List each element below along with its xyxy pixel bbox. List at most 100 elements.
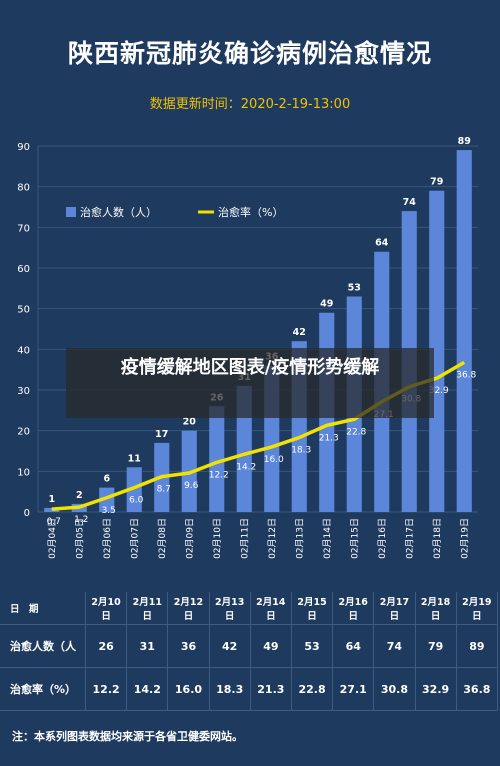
table-cell: 2月15日 [291, 592, 334, 625]
rate-value-label: 1.2 [74, 515, 88, 525]
y-tick-label: 70 [17, 223, 30, 234]
data-table: 日 期 2月10日 2月11日 2月12日 2月13日 2月14日 2月15日 … [0, 592, 500, 711]
bar-value-label: 20 [183, 417, 197, 428]
y-tick-label: 20 [17, 427, 30, 438]
table-cell: 2月18日 [415, 592, 457, 625]
rate-value-label: 9.6 [184, 481, 199, 491]
rate-value-label: 0.7 [47, 517, 61, 527]
rate-value-label: 16.0 [264, 455, 284, 465]
table-cell: 89 [456, 624, 499, 668]
x-tick-label: 02月14日 [322, 518, 333, 559]
x-tick-label: 02月04日 [47, 518, 58, 559]
y-tick-label: 10 [17, 467, 30, 478]
table-cell: 2月10日 [85, 592, 128, 625]
table-header-date: 日 期 [0, 592, 86, 625]
rate-value-label: 22.8 [346, 427, 366, 437]
bar-value-label: 79 [430, 177, 443, 188]
x-tick-label: 02月06日 [102, 518, 113, 559]
update-time: 数据更新时间：2020-2-19-13:00 [0, 93, 500, 112]
bar [44, 507, 60, 512]
bar-value-label: 2 [76, 490, 83, 501]
rate-value-label: 21.3 [319, 433, 339, 443]
x-tick-label: 02月18日 [432, 518, 443, 559]
legend-bar-swatch [66, 207, 76, 217]
bar [429, 190, 445, 512]
y-tick-label: 50 [17, 305, 30, 316]
bar-value-label: 74 [403, 197, 417, 208]
bar-value-label: 53 [348, 282, 361, 293]
x-tick-label: 02月17日 [404, 518, 415, 559]
y-tick-label: 0 [24, 508, 30, 519]
x-tick-label: 02月16日 [377, 518, 388, 559]
bar [99, 487, 115, 512]
table-row-label: 治愈人数（人 [0, 624, 86, 668]
rate-value-label: 3.5 [102, 506, 116, 516]
x-tick-label: 02月09日 [184, 518, 195, 559]
rate-value-label: 12.2 [209, 470, 229, 480]
bar-value-label: 17 [155, 429, 168, 440]
x-tick-label: 02月13日 [294, 518, 305, 559]
table-cell: 79 [415, 624, 457, 668]
x-tick-label: 02月05日 [74, 518, 85, 559]
table-cell: 36 [167, 624, 210, 668]
rate-value-label: 32.9 [429, 386, 449, 396]
x-tick-label: 02月19日 [459, 518, 470, 559]
table-cell: 18.3 [209, 667, 251, 711]
rate-value-label: 18.3 [291, 446, 311, 456]
bar-value-label: 11 [128, 453, 141, 464]
source-note: 注：本系列图表数据均来源于各省卫健委网站。 [12, 730, 243, 743]
table-cell: 74 [373, 624, 416, 668]
rate-value-label: 8.7 [157, 485, 171, 495]
table-cell: 27.1 [332, 667, 375, 711]
table-cell: 12.2 [85, 667, 128, 711]
y-tick-label: 90 [17, 142, 30, 153]
overlay-caption: 疫情缓解地区图表/疫情形势缓解 [66, 348, 434, 418]
y-tick-label: 40 [17, 345, 30, 356]
table-row-label: 治愈率（%） [0, 667, 86, 711]
table-cell: 64 [332, 624, 375, 668]
table-cell: 21.3 [250, 667, 292, 711]
table-cell: 2月12日 [167, 592, 210, 625]
bar-value-label: 1 [48, 494, 55, 505]
bar-value-label: 6 [103, 474, 110, 485]
bar [456, 150, 472, 513]
bar-value-label: 89 [458, 136, 471, 147]
table-cell: 2月11日 [126, 592, 169, 625]
table-cell: 16.0 [167, 667, 210, 711]
x-tick-label: 02月07日 [129, 518, 140, 559]
x-tick-label: 02月15日 [349, 518, 360, 559]
table-row-cured: 治愈人数（人 26 31 36 42 49 53 64 74 79 89 [0, 624, 499, 668]
bar [126, 467, 142, 512]
table-cell: 2月17日 [373, 592, 416, 625]
y-tick-label: 30 [17, 386, 30, 397]
bar [209, 406, 225, 512]
x-tick-label: 02月12日 [267, 518, 278, 559]
y-tick-label: 80 [17, 183, 30, 194]
legend-line-label: 治愈率（%） [218, 205, 283, 219]
x-tick-label: 02月08日 [157, 518, 168, 559]
table-cell: 32.9 [415, 667, 457, 711]
x-tick-label: 02月10日 [212, 518, 223, 559]
table-cell: 26 [85, 624, 128, 668]
table-cell: 31 [126, 624, 169, 668]
table-cell: 2月19日 [456, 592, 499, 625]
bar-value-label: 49 [320, 299, 333, 310]
table-cell: 36.8 [456, 667, 499, 711]
recovery-chart: 0 10 20 30 40 50 60 70 80 90 1 02月04日 2 02月05日 6 02月06日… [17, 136, 478, 559]
table-cell: 53 [291, 624, 334, 668]
y-tick-label: 60 [17, 264, 30, 275]
table-cell: 42 [209, 624, 251, 668]
table-cell: 49 [250, 624, 292, 668]
rate-value-label: 14.2 [236, 462, 256, 472]
table-cell: 30.8 [373, 667, 416, 711]
update-label: 数据更新时间： [149, 97, 241, 112]
table-row-rate: 治愈率（%） 12.2 14.2 16.0 18.3 21.3 22.8 27.… [0, 667, 499, 711]
table-cell: 2月16日 [332, 592, 375, 625]
legend-bar-label: 治愈人数（人） [80, 205, 157, 219]
x-tick-label: 02月11日 [239, 518, 250, 559]
page-title: 陕西新冠肺炎确诊病例治愈情况 [67, 39, 432, 68]
update-value: 2020-2-19-13:00 [240, 97, 351, 112]
table-row-dates: 日 期 2月10日 2月11日 2月12日 2月13日 2月14日 2月15日 … [0, 592, 499, 625]
bar-value-label: 64 [375, 238, 389, 249]
